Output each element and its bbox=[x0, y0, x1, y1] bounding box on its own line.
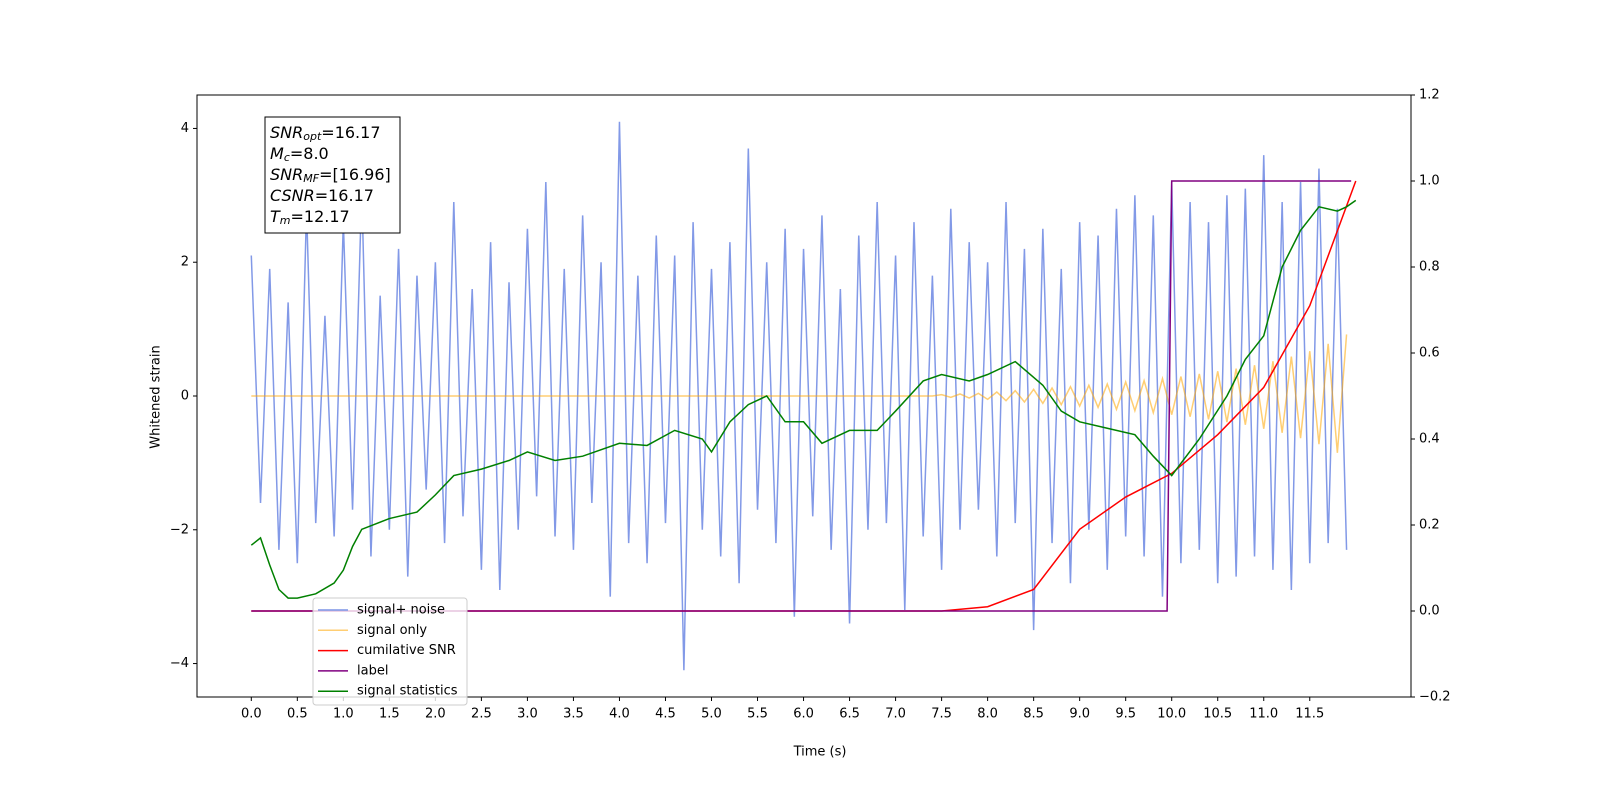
annotation-line: SNRopt=16.17 bbox=[270, 123, 381, 144]
x-tick-label: 10.0 bbox=[1157, 707, 1186, 722]
x-tick-label: 8.0 bbox=[977, 707, 998, 722]
series-line bbox=[251, 180, 1352, 612]
series-line bbox=[251, 334, 1348, 453]
legend-label: signal only bbox=[357, 623, 427, 638]
annotation-value: =16.17 bbox=[315, 186, 374, 205]
series-line bbox=[250, 121, 1348, 671]
x-tick-label: 4.5 bbox=[655, 707, 676, 722]
y2-tick-label: 0.6 bbox=[1419, 346, 1440, 361]
annotation-line: Mc=8.0 bbox=[270, 144, 329, 165]
x-tick-label: 3.5 bbox=[563, 707, 584, 722]
annotation-sub: MF bbox=[303, 172, 319, 185]
x-tick-label: 5.5 bbox=[747, 707, 768, 722]
annotation: SNRopt=16.17Mc=8.0SNRMF=[16.96]CSNR=16.1… bbox=[264, 116, 401, 234]
y-tick-label: −2 bbox=[170, 522, 189, 537]
x-axis-label: Time (s) bbox=[793, 745, 847, 760]
x-tick-label: 7.5 bbox=[931, 707, 952, 722]
annotation-var: SNR bbox=[270, 165, 303, 184]
annotation-line: Tm=12.17 bbox=[270, 207, 350, 228]
y-tick-label: 2 bbox=[181, 255, 189, 270]
y-tick-label: 0 bbox=[181, 389, 189, 404]
annotation-sub: opt bbox=[303, 130, 322, 143]
x-tick-label: 6.0 bbox=[793, 707, 814, 722]
annotation-value: =[16.96] bbox=[319, 165, 391, 184]
x-tick-label: 6.5 bbox=[839, 707, 860, 722]
y2-tick-label: 0.4 bbox=[1419, 432, 1440, 447]
legend-label: signal+ noise bbox=[357, 603, 445, 618]
annotation-box bbox=[264, 116, 401, 234]
x-tick-label: 10.5 bbox=[1203, 707, 1232, 722]
x-tick-label: 9.5 bbox=[1115, 707, 1136, 722]
y2-tick-label: 0.2 bbox=[1419, 518, 1440, 533]
x-tick-label: 11.0 bbox=[1249, 707, 1278, 722]
annotation-value: =12.17 bbox=[291, 207, 350, 226]
annotation-sub: m bbox=[280, 214, 291, 227]
annotation-line: CSNR=16.17 bbox=[270, 186, 374, 205]
annotation-value: =8.0 bbox=[290, 144, 329, 163]
y2-tick-label: 0.8 bbox=[1419, 260, 1440, 275]
x-tick-label: 8.5 bbox=[1023, 707, 1044, 722]
y2-tick-label: 1.2 bbox=[1419, 88, 1440, 103]
x-tick-label: 1.5 bbox=[379, 707, 400, 722]
x-tick-label: 9.0 bbox=[1069, 707, 1090, 722]
y-tick-label: 4 bbox=[181, 121, 189, 136]
series-line bbox=[251, 180, 1357, 612]
x-tick-label: 2.5 bbox=[471, 707, 492, 722]
legend-box bbox=[312, 597, 468, 706]
legend-label: cumilative SNR bbox=[357, 643, 456, 658]
annotation-sub: c bbox=[284, 151, 290, 164]
annotation-var: SNR bbox=[270, 123, 303, 142]
series-line bbox=[250, 199, 1357, 599]
y-axis-label: Whitened strain bbox=[149, 345, 164, 448]
annotation-line: SNRMF=[16.96] bbox=[270, 165, 391, 186]
x-tick-label: 0.5 bbox=[287, 707, 308, 722]
annotation-var: M bbox=[270, 144, 284, 163]
y2-tick-label: 0.0 bbox=[1419, 604, 1440, 619]
annotation-var: T bbox=[270, 207, 281, 226]
y-tick-label: −4 bbox=[170, 656, 189, 671]
annotation-value: =16.17 bbox=[321, 123, 380, 142]
x-tick-label: 2.0 bbox=[425, 707, 446, 722]
x-tick-label: 1.0 bbox=[333, 707, 354, 722]
x-tick-label: 11.5 bbox=[1295, 707, 1324, 722]
x-tick-label: 3.0 bbox=[517, 707, 538, 722]
y2-tick-label: −0.2 bbox=[1419, 690, 1451, 705]
y2-tick-label: 1.0 bbox=[1419, 174, 1440, 189]
x-tick-label: 5.0 bbox=[701, 707, 722, 722]
x-tick-label: 4.0 bbox=[609, 707, 630, 722]
annotation-var: CSNR bbox=[270, 186, 315, 205]
x-tick-label: 0.0 bbox=[241, 707, 262, 722]
x-tick-label: 7.0 bbox=[885, 707, 906, 722]
legend-label: signal statistics bbox=[357, 684, 458, 699]
legend-label: label bbox=[357, 663, 388, 678]
